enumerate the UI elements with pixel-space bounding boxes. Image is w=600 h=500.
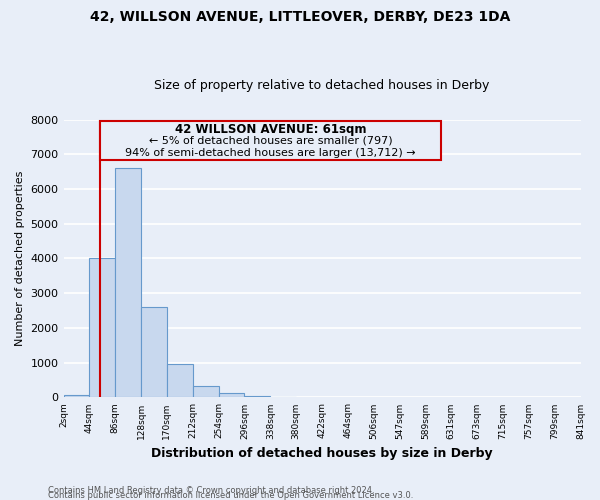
Y-axis label: Number of detached properties: Number of detached properties bbox=[15, 171, 25, 346]
Text: ← 5% of detached houses are smaller (797): ← 5% of detached houses are smaller (797… bbox=[149, 136, 392, 145]
Bar bbox=[64, 395, 89, 398]
Bar bbox=[115, 168, 141, 398]
Text: 42 WILLSON AVENUE: 61sqm: 42 WILLSON AVENUE: 61sqm bbox=[175, 123, 366, 136]
Bar bbox=[141, 307, 167, 398]
Bar bbox=[244, 396, 271, 398]
X-axis label: Distribution of detached houses by size in Derby: Distribution of detached houses by size … bbox=[151, 447, 493, 460]
Title: Size of property relative to detached houses in Derby: Size of property relative to detached ho… bbox=[154, 79, 490, 92]
Text: Contains public sector information licensed under the Open Government Licence v3: Contains public sector information licen… bbox=[48, 490, 413, 500]
Bar bbox=[218, 393, 244, 398]
Text: 42, WILLSON AVENUE, LITTLEOVER, DERBY, DE23 1DA: 42, WILLSON AVENUE, LITTLEOVER, DERBY, D… bbox=[90, 10, 510, 24]
Bar bbox=[193, 386, 218, 398]
Bar bbox=[89, 258, 115, 398]
Text: Contains HM Land Registry data © Crown copyright and database right 2024.: Contains HM Land Registry data © Crown c… bbox=[48, 486, 374, 495]
FancyBboxPatch shape bbox=[100, 121, 441, 160]
Text: 94% of semi-detached houses are larger (13,712) →: 94% of semi-detached houses are larger (… bbox=[125, 148, 416, 158]
Bar bbox=[167, 364, 193, 398]
